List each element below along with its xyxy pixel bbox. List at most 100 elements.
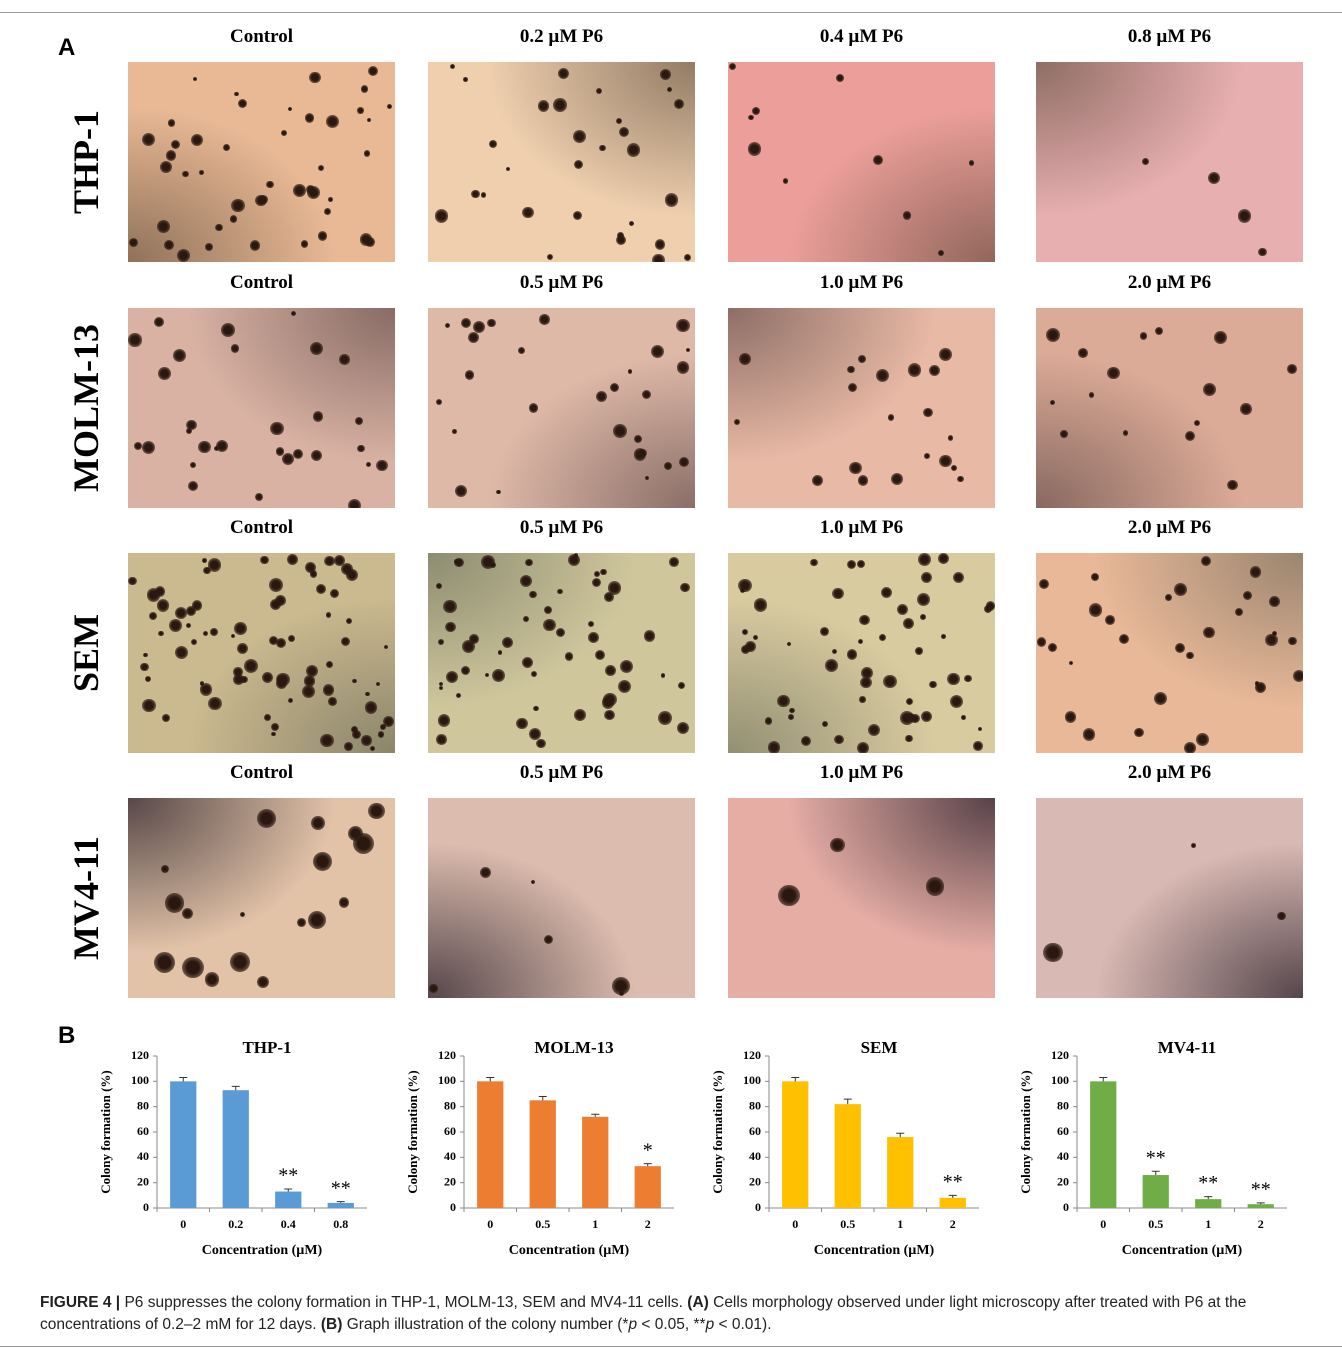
y-tick-label: 60 [1057, 1124, 1069, 1138]
significance-mark: ** [1251, 1179, 1271, 1201]
y-tick-label: 100 [438, 1073, 456, 1087]
y-tick-label: 0 [1063, 1200, 1069, 1214]
error-bar [1099, 1078, 1107, 1082]
x-axis-label: Concentration (µM) [814, 1243, 935, 1258]
x-tick-label: 2 [950, 1217, 956, 1231]
y-tick-label: 20 [444, 1174, 456, 1188]
significance-mark: ** [1146, 1147, 1166, 1169]
bar [530, 1100, 556, 1208]
x-tick-label: 0.5 [1148, 1217, 1163, 1231]
bar [1195, 1199, 1221, 1208]
y-tick-label: 120 [438, 1048, 456, 1062]
chart-title: SEM [861, 1038, 898, 1057]
x-tick-label: 1 [897, 1217, 903, 1231]
bar [170, 1081, 196, 1208]
x-tick-label: 0 [1100, 1217, 1106, 1231]
error-bar [949, 1195, 957, 1198]
bar [328, 1203, 354, 1208]
y-tick-label: 60 [749, 1124, 761, 1138]
caption-text: < 0.05, ** [637, 1316, 706, 1333]
y-axis-label: Colony formation (%) [405, 1070, 420, 1194]
y-tick-label: 0 [450, 1200, 456, 1214]
significance-mark: ** [278, 1165, 298, 1187]
caption-text: (B) [321, 1316, 343, 1333]
y-tick-label: 60 [444, 1124, 456, 1138]
bar [1090, 1081, 1116, 1208]
significance-mark: ** [331, 1177, 351, 1199]
bar [887, 1137, 913, 1208]
caption-text: P6 suppresses the colony formation in TH… [120, 1294, 687, 1311]
charts: THP-1 Colony formation (%) Concentration (… [0, 0, 1342, 1280]
caption-text: < 0.01). [714, 1316, 771, 1333]
y-tick-label: 100 [131, 1073, 149, 1087]
bar [835, 1104, 861, 1208]
bar [940, 1198, 966, 1208]
error-bar [1204, 1197, 1212, 1200]
y-tick-label: 40 [444, 1149, 456, 1163]
chart-title: MOLM-13 [534, 1038, 613, 1057]
x-tick-label: 0.2 [228, 1217, 243, 1231]
y-tick-label: 0 [755, 1200, 761, 1214]
caption-text: (A) [687, 1294, 709, 1311]
significance-mark: * [643, 1139, 653, 1161]
error-bar [284, 1189, 292, 1192]
error-bar [844, 1099, 852, 1104]
chart-title: MV4-11 [1158, 1038, 1217, 1057]
y-tick-label: 80 [749, 1098, 761, 1112]
x-axis-label: Concentration (µM) [509, 1243, 630, 1258]
error-bar [232, 1086, 240, 1090]
chart-title: THP-1 [242, 1038, 291, 1057]
error-bar [539, 1097, 547, 1101]
x-tick-label: 2 [1258, 1217, 1264, 1231]
y-axis-label: Colony formation (%) [710, 1070, 725, 1194]
x-tick-label: 0.5 [535, 1217, 550, 1231]
y-tick-label: 80 [137, 1098, 149, 1112]
caption-text: p [628, 1316, 637, 1333]
x-tick-label: 0.4 [281, 1217, 296, 1231]
y-axis-label: Colony formation (%) [98, 1070, 113, 1194]
x-tick-label: 0 [180, 1217, 186, 1231]
bottom-rule [0, 1346, 1342, 1347]
error-bar [1152, 1171, 1160, 1175]
y-tick-label: 20 [137, 1174, 149, 1188]
y-tick-label: 60 [137, 1124, 149, 1138]
y-tick-label: 80 [1057, 1098, 1069, 1112]
x-tick-label: 1 [592, 1217, 598, 1231]
y-tick-label: 40 [137, 1149, 149, 1163]
y-tick-label: 40 [1057, 1149, 1069, 1163]
error-bar [791, 1078, 799, 1082]
y-tick-label: 80 [444, 1098, 456, 1112]
bar [223, 1090, 249, 1208]
x-axis-label: Concentration (µM) [1122, 1243, 1243, 1258]
bar [782, 1081, 808, 1208]
x-axis-label: Concentration (µM) [202, 1243, 323, 1258]
error-bar [179, 1078, 187, 1082]
y-tick-label: 100 [743, 1073, 761, 1087]
error-bar [337, 1202, 345, 1203]
y-tick-label: 20 [749, 1174, 761, 1188]
figure-caption: FIGURE 4 | P6 suppresses the colony form… [40, 1292, 1310, 1336]
caption-text: Graph illustration of the colony number … [342, 1316, 628, 1333]
bar [1248, 1204, 1274, 1208]
x-tick-label: 1 [1205, 1217, 1211, 1231]
x-tick-label: 0.5 [840, 1217, 855, 1231]
error-bar [1257, 1203, 1265, 1204]
y-tick-label: 120 [1051, 1048, 1069, 1062]
y-axis-label: Colony formation (%) [1018, 1070, 1033, 1194]
caption-text: FIGURE 4 | [40, 1294, 120, 1311]
error-bar [644, 1164, 652, 1167]
bar [635, 1166, 661, 1208]
bar [275, 1192, 301, 1208]
x-tick-label: 0 [792, 1217, 798, 1231]
y-tick-label: 20 [1057, 1174, 1069, 1188]
significance-mark: ** [1198, 1172, 1218, 1194]
page: A B THP-1Control0.2 µM P60.4 µM P60.8 µM… [0, 0, 1342, 1348]
error-bar [486, 1078, 494, 1082]
significance-mark: ** [943, 1171, 963, 1193]
x-tick-label: 0.8 [333, 1217, 348, 1231]
x-tick-label: 2 [645, 1217, 651, 1231]
caption-text: p [706, 1316, 715, 1333]
y-tick-label: 0 [143, 1200, 149, 1214]
bar [582, 1117, 608, 1208]
error-bar [896, 1133, 904, 1137]
